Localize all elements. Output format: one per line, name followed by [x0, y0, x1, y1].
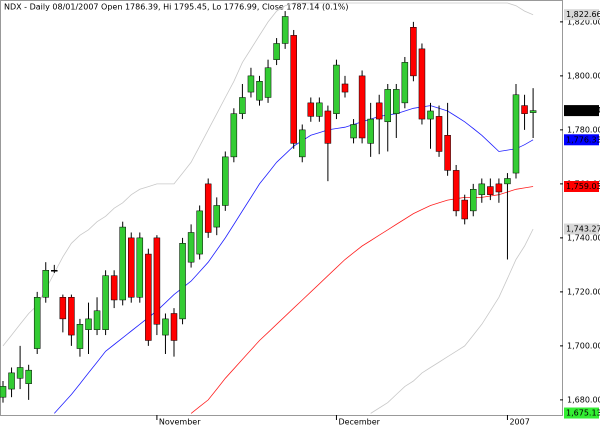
x-tick-label: December [338, 418, 380, 427]
candle-body [529, 110, 537, 113]
y-tick-label: 1,680.00 [567, 395, 600, 404]
candle-body [350, 124, 357, 139]
price-label-box [564, 9, 599, 21]
candle-body [487, 186, 494, 195]
candle-body [162, 318, 169, 336]
overlay-line [2, 2, 534, 347]
candle-body [222, 156, 229, 206]
y-tick-label: 1,740.00 [567, 233, 600, 242]
price-label: 1,776.33 [566, 135, 600, 144]
candle-body [42, 270, 49, 298]
candle-body [375, 102, 383, 120]
y-tick-label: 1,800.00 [567, 71, 600, 80]
candle-body [16, 367, 24, 379]
price-label-box [564, 180, 599, 192]
price-label: 1,787.14 [566, 106, 600, 115]
candle-body [128, 237, 135, 298]
chart-title: NDX - Daily 08/01/2007 Open 1786.39, Hi … [4, 3, 349, 12]
candle-body [136, 237, 144, 298]
candle-body [401, 62, 409, 104]
candle-body [102, 275, 109, 330]
candle-body [8, 372, 15, 390]
candle-body [76, 324, 84, 349]
price-label: 1,759.03 [566, 182, 600, 191]
candle-body [213, 205, 220, 228]
plot-frame [0, 0, 563, 416]
candle-body [435, 116, 443, 152]
candle-body [367, 118, 374, 144]
candle-body [119, 226, 126, 301]
price-label: 1,822.66 [566, 10, 600, 19]
candle-body [93, 310, 101, 330]
candle-body [290, 35, 297, 144]
candle-body [427, 110, 434, 120]
candle-body [333, 64, 340, 114]
candle-body [393, 89, 400, 114]
candle-body [59, 297, 67, 320]
candle-body [230, 113, 238, 158]
candle-body [179, 243, 186, 320]
x-tick-label: 2007 [509, 418, 529, 427]
overlay-line [370, 228, 534, 414]
candle-body [0, 386, 7, 398]
candle-body [418, 48, 426, 120]
candle-body [204, 183, 212, 233]
price-label-box [564, 223, 599, 235]
candle-body [170, 313, 178, 341]
candle-body [461, 199, 468, 220]
candle-body [196, 210, 203, 255]
candle-body [85, 318, 92, 330]
candle-body [521, 105, 528, 114]
candle-body [145, 253, 152, 341]
candle-body [384, 89, 391, 123]
candle-body [478, 183, 486, 195]
price-label-box [564, 105, 599, 117]
candle-body [410, 27, 417, 77]
candle-body [512, 94, 520, 174]
candle-body [239, 97, 246, 114]
candle-body [187, 232, 195, 263]
y-tick-label: 1,820.00 [567, 17, 600, 26]
candle-body [316, 102, 323, 117]
candle-body [264, 67, 272, 98]
candle-body [68, 297, 75, 336]
price-label: 1,675.13 [566, 409, 600, 418]
candle-body [256, 81, 263, 101]
candle-body [504, 178, 511, 185]
candle-body [281, 16, 289, 44]
candle-body [153, 237, 161, 325]
candle-body [273, 43, 280, 60]
candle-body [358, 75, 366, 139]
candle-body [33, 297, 41, 349]
price-label-box [564, 407, 599, 419]
y-tick-label: 1,720.00 [567, 287, 600, 296]
candle-body [25, 369, 32, 384]
candle-body [110, 275, 118, 301]
price-label-box [564, 134, 599, 146]
candle-body [247, 75, 255, 93]
y-tick-label: 1,700.00 [567, 341, 600, 350]
candle-body [324, 110, 332, 144]
candle-body [452, 170, 460, 212]
candle-body [470, 189, 477, 212]
y-tick-label: 1,780.00 [567, 125, 600, 134]
candle-body [495, 183, 503, 193]
candle-body [51, 270, 58, 272]
price-label: 1,743.27 [566, 225, 600, 234]
candle-body [444, 135, 451, 171]
x-tick-label: November [159, 418, 201, 427]
candle-body [299, 129, 306, 158]
candle-body [307, 102, 315, 117]
candle-body [341, 83, 349, 93]
